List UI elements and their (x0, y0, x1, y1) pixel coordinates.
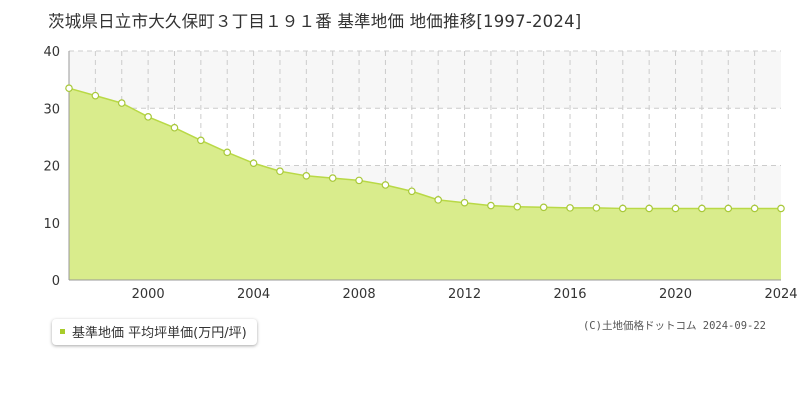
legend-label: 基準地価 平均坪単価(万円/坪) (72, 326, 247, 341)
grid-band (69, 51, 781, 109)
data-point (117, 99, 126, 107)
data-point (777, 204, 785, 213)
x-tick-label: 2024 (764, 287, 797, 302)
y-axis-tick-labels: 0 10 20 30 40 (43, 45, 60, 289)
chart-legend[interactable]: 基準地価 平均坪単価(万円/坪) (52, 319, 257, 345)
data-point (487, 201, 495, 210)
data-point (170, 123, 179, 132)
data-point (276, 167, 284, 176)
data-point (698, 204, 706, 213)
data-point (381, 181, 390, 189)
data-point (618, 204, 627, 213)
x-axis-tick-labels: 2000 2004 2008 2012 2016 2020 2024 (132, 287, 798, 302)
data-point (328, 174, 337, 182)
legend-swatch-icon (60, 329, 65, 334)
data-point (592, 204, 601, 212)
y-tick-label: 30 (43, 102, 60, 117)
data-point (460, 198, 469, 207)
series-area-fill (69, 88, 781, 281)
data-point (539, 203, 548, 212)
y-tick-label: 40 (43, 45, 60, 60)
data-point (302, 172, 311, 180)
data-point (197, 136, 205, 145)
copyright-text: (C)土地価格ドットコム 2024-09-22 (582, 320, 766, 332)
series-line (68, 87, 781, 210)
data-point (434, 196, 442, 204)
y-tick-label: 10 (43, 217, 60, 232)
data-point (355, 176, 363, 185)
data-point (724, 204, 733, 213)
x-tick-label: 2008 (343, 287, 376, 302)
data-point (249, 159, 258, 168)
data-point (91, 91, 100, 100)
data-point (671, 204, 680, 213)
x-tick-label: 2004 (237, 287, 270, 302)
x-tick-label: 2012 (448, 287, 481, 302)
data-point (408, 187, 416, 196)
chart-area-series (68, 87, 781, 281)
chart-title: 茨城県日立市大久保町３丁目１９１番 基準地価 地価推移[1997-2024] (48, 12, 582, 31)
y-tick-label: 20 (43, 160, 60, 175)
y-tick-label: 0 (52, 274, 60, 289)
data-point (566, 204, 574, 212)
x-tick-label: 2016 (553, 287, 586, 302)
x-tick-label: 2020 (659, 287, 692, 302)
data-point (513, 202, 522, 211)
data-point (645, 204, 653, 213)
x-tick-label: 2000 (132, 287, 165, 302)
data-point (750, 204, 759, 213)
data-point (144, 113, 152, 121)
data-point (65, 84, 73, 93)
chart-points (65, 84, 785, 213)
data-point (223, 148, 232, 157)
